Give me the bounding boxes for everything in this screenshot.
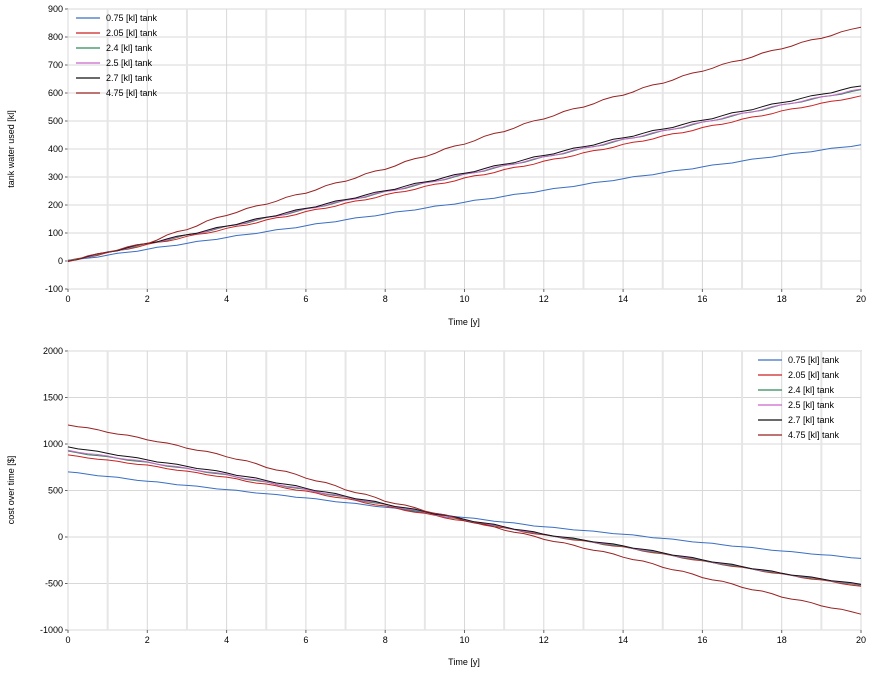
series-line: [67, 144, 862, 262]
x-tick-label: 2: [145, 294, 150, 304]
y-tick-label: -1000: [40, 625, 63, 635]
x-axis-label: Time [y]: [448, 657, 480, 667]
x-tick-label: 20: [856, 635, 866, 645]
legend-label: 2.4 [kl] tank: [788, 385, 835, 395]
x-tick-label: 10: [459, 294, 469, 304]
series-lines: [67, 26, 862, 263]
legend-label: 2.7 [kl] tank: [788, 415, 835, 425]
y-tick-label: -500: [45, 579, 63, 589]
legend: 0.75 [kl] tank 2.05 [kl] tank 2.4 [kl] tan…: [76, 13, 158, 98]
x-axis-label: Time [y]: [448, 317, 480, 327]
x-tick-label: 16: [697, 294, 707, 304]
y-tick-label: 700: [48, 60, 63, 70]
y-tick-label: 1500: [43, 393, 63, 403]
grid: [65, 350, 862, 633]
x-tick-labels: 0 2 4 6 8 10 12 14 16 18 20: [65, 635, 866, 645]
x-tick-label: 0: [65, 294, 70, 304]
y-tick-label: 500: [48, 116, 63, 126]
x-tick-label: 8: [383, 294, 388, 304]
series-lines: [67, 424, 862, 615]
y-tick-label: 0: [58, 532, 63, 542]
y-tick-label: 300: [48, 172, 63, 182]
series-line: [67, 85, 862, 262]
legend-label: 0.75 [kl] tank: [106, 13, 158, 23]
series-line: [67, 446, 862, 585]
legend: 0.75 [kl] tank 2.05 [kl] tank 2.4 [kl] tan…: [758, 355, 840, 440]
x-tick-label: 18: [777, 294, 787, 304]
x-tick-label: 12: [539, 294, 549, 304]
series-line: [67, 95, 862, 261]
y-axis-label: cost over time [$]: [6, 456, 16, 525]
x-tick-label: 8: [383, 635, 388, 645]
x-tick-label: 0: [65, 635, 70, 645]
y-tick-label: 500: [48, 486, 63, 496]
x-tick-label: 18: [777, 635, 787, 645]
legend-label: 2.05 [kl] tank: [788, 370, 840, 380]
x-tick-labels: 0 2 4 6 8 10 12 14 16 18 20: [65, 294, 866, 304]
y-tick-labels: -100 0 100 200 300 400 500 600 700 800 900: [45, 4, 63, 294]
grid: [65, 8, 862, 292]
legend-label: 2.5 [kl] tank: [106, 58, 153, 68]
x-tick-label: 2: [145, 635, 150, 645]
y-tick-label: -100: [45, 284, 63, 294]
x-tick-label: 20: [856, 294, 866, 304]
series-line: [67, 471, 862, 559]
series-line: [67, 424, 862, 615]
x-tick-label: 12: [539, 635, 549, 645]
y-tick-label: 900: [48, 4, 63, 14]
y-tick-label: 600: [48, 88, 63, 98]
x-tick-label: 10: [459, 635, 469, 645]
legend-label: 2.7 [kl] tank: [106, 73, 153, 83]
legend-label: 4.75 [kl] tank: [788, 430, 840, 440]
x-tick-label: 6: [303, 294, 308, 304]
series-line: [67, 26, 862, 263]
y-tick-label: 2000: [43, 346, 63, 356]
x-tick-label: 6: [303, 635, 308, 645]
y-tick-label: 1000: [43, 439, 63, 449]
y-tick-label: 400: [48, 144, 63, 154]
y-tick-label: 100: [48, 228, 63, 238]
legend-label: 4.75 [kl] tank: [106, 88, 158, 98]
x-tick-label: 16: [697, 635, 707, 645]
legend-label: 0.75 [kl] tank: [788, 355, 840, 365]
y-tick-label: 0: [58, 256, 63, 266]
y-axis-label: tank water used [kl]: [6, 110, 16, 188]
legend-label: 2.4 [kl] tank: [106, 43, 153, 53]
y-tick-label: 200: [48, 200, 63, 210]
x-tick-label: 14: [618, 635, 628, 645]
series-line: [67, 88, 862, 262]
x-tick-label: 4: [224, 635, 229, 645]
chart-cost-over-time: -1000 -500 0 500 1000 1500 2000 0 2 4 6 8 10 12 14 16 1…: [6, 346, 866, 667]
x-tick-label: 4: [224, 294, 229, 304]
y-tick-label: 800: [48, 32, 63, 42]
legend-label: 2.05 [kl] tank: [106, 28, 158, 38]
x-tick-label: 14: [618, 294, 628, 304]
y-tick-labels: -1000 -500 0 500 1000 1500 2000: [40, 346, 63, 635]
legend-label: 2.5 [kl] tank: [788, 400, 835, 410]
